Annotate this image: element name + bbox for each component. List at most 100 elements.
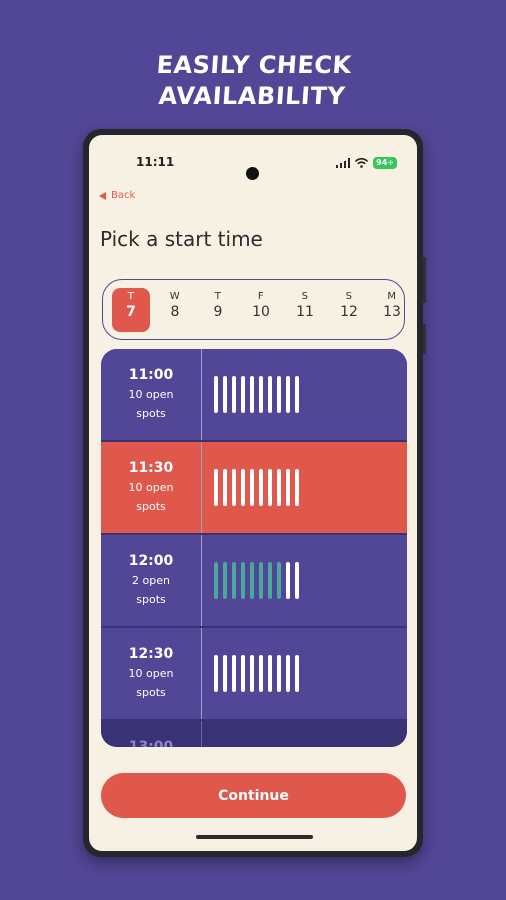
page-title: Pick a start time	[100, 227, 263, 251]
spot-bar-open	[214, 469, 218, 506]
spot-bar-taken	[259, 562, 263, 599]
spot-bar-open	[277, 655, 281, 692]
day-option[interactable]: S 11	[286, 288, 324, 332]
availability-bars	[214, 562, 299, 599]
phone-frame: 11:11 94+ Back	[83, 129, 426, 857]
spot-bar-taken	[223, 562, 227, 599]
spot-bar-open	[232, 469, 236, 506]
spot-bar-taken	[241, 562, 245, 599]
spot-bar-open	[223, 376, 227, 413]
back-arrow-icon	[99, 191, 106, 200]
slot-time: 13:00	[128, 739, 174, 747]
day-date: 12	[340, 304, 358, 320]
spot-bar-open	[241, 469, 245, 506]
headline-line-1: EASILY CHECK	[155, 51, 353, 79]
slot-info: 12:00 2 open spots	[101, 535, 202, 626]
time-slot-row[interactable]: 11:30 10 open spots	[101, 442, 407, 533]
time-slot-row[interactable]: 11:00 10 open spots	[101, 349, 407, 440]
day-weekday: S	[301, 291, 309, 302]
back-button[interactable]: Back	[99, 190, 135, 201]
day-date: 13	[383, 304, 401, 320]
slot-open-count: 2 open	[132, 574, 170, 587]
slot-open-label: spots	[136, 593, 166, 606]
spot-bar-open	[250, 469, 254, 506]
time-slot-row[interactable]: 13:00	[101, 721, 407, 747]
spot-bar-open	[286, 376, 290, 413]
slot-info: 11:00 10 open spots	[101, 349, 202, 440]
volume-button	[423, 257, 426, 303]
slot-open-count: 10 open	[128, 481, 174, 494]
time-slot-list[interactable]: 11:00 10 open spots 11:30 10 open spots 12:00 2…	[101, 349, 407, 747]
spot-bar-taken	[214, 562, 218, 599]
day-option[interactable]: S 12	[330, 288, 368, 332]
home-indicator	[196, 835, 313, 839]
spot-bar-taken	[232, 562, 236, 599]
slot-time: 11:00	[128, 367, 174, 383]
spot-bar-open	[277, 469, 281, 506]
continue-button[interactable]: Continue	[101, 773, 406, 818]
spot-bar-open	[259, 376, 263, 413]
day-weekday: S	[345, 291, 353, 302]
spot-bar-open	[250, 376, 254, 413]
status-time: 11:11	[136, 155, 175, 169]
spot-bar-taken	[250, 562, 254, 599]
spot-bar-open	[277, 376, 281, 413]
spot-bar-taken	[268, 562, 272, 599]
slot-info: 11:30 10 open spots	[101, 442, 202, 533]
day-weekday: W	[169, 291, 181, 302]
spot-bar-open	[295, 655, 299, 692]
day-weekday: T	[214, 291, 222, 302]
day-date: 8	[170, 304, 180, 320]
day-option[interactable]: M 13	[373, 288, 411, 332]
spot-bar-taken	[277, 562, 281, 599]
slot-time: 12:30	[128, 646, 174, 662]
slot-open-count: 10 open	[128, 388, 174, 401]
spot-bar-open	[268, 469, 272, 506]
day-date: 10	[252, 304, 270, 320]
spot-bar-open	[268, 655, 272, 692]
spot-bar-open	[223, 469, 227, 506]
day-date: 7	[126, 304, 136, 320]
spot-bar-open	[214, 655, 218, 692]
spot-bar-open	[268, 376, 272, 413]
spot-bar-open	[286, 469, 290, 506]
spot-bar-open	[295, 469, 299, 506]
day-date: 9	[213, 304, 223, 320]
spot-bar-open	[232, 655, 236, 692]
slot-open-label: spots	[136, 500, 166, 513]
power-button	[423, 324, 426, 354]
spot-bar-open	[259, 469, 263, 506]
spot-bar-open	[241, 376, 245, 413]
slot-info: 12:30 10 open spots	[101, 628, 202, 719]
battery-badge: 94+	[373, 157, 397, 169]
slot-open-label: spots	[136, 686, 166, 699]
day-option[interactable]: F 10	[242, 288, 280, 332]
time-slot-row[interactable]: 12:00 2 open spots	[101, 535, 407, 626]
camera-cutout	[246, 167, 259, 180]
spot-bar-open	[286, 562, 290, 599]
status-bar: 11:11 94+	[89, 155, 417, 180]
slot-open-count: 10 open	[128, 667, 174, 680]
signal-icon	[336, 158, 351, 168]
spot-bar-open	[295, 376, 299, 413]
availability-bars	[214, 655, 299, 692]
day-weekday: M	[387, 291, 397, 302]
spot-bar-open	[214, 376, 218, 413]
day-weekday: T	[127, 291, 135, 302]
time-slot-row[interactable]: 12:30 10 open spots	[101, 628, 407, 719]
wifi-icon	[355, 158, 369, 168]
spot-bar-open	[223, 655, 227, 692]
spot-bar-open	[232, 376, 236, 413]
availability-bars	[214, 469, 299, 506]
app-screen: 11:11 94+ Back	[89, 135, 417, 851]
status-icons: 94+	[336, 157, 397, 169]
slot-open-label: spots	[136, 407, 166, 420]
back-label: Back	[111, 190, 136, 201]
promo-headline: EASILY CHECK AVAILABILITY	[0, 50, 506, 112]
availability-bars	[214, 376, 299, 413]
spot-bar-open	[295, 562, 299, 599]
spot-bar-open	[286, 655, 290, 692]
